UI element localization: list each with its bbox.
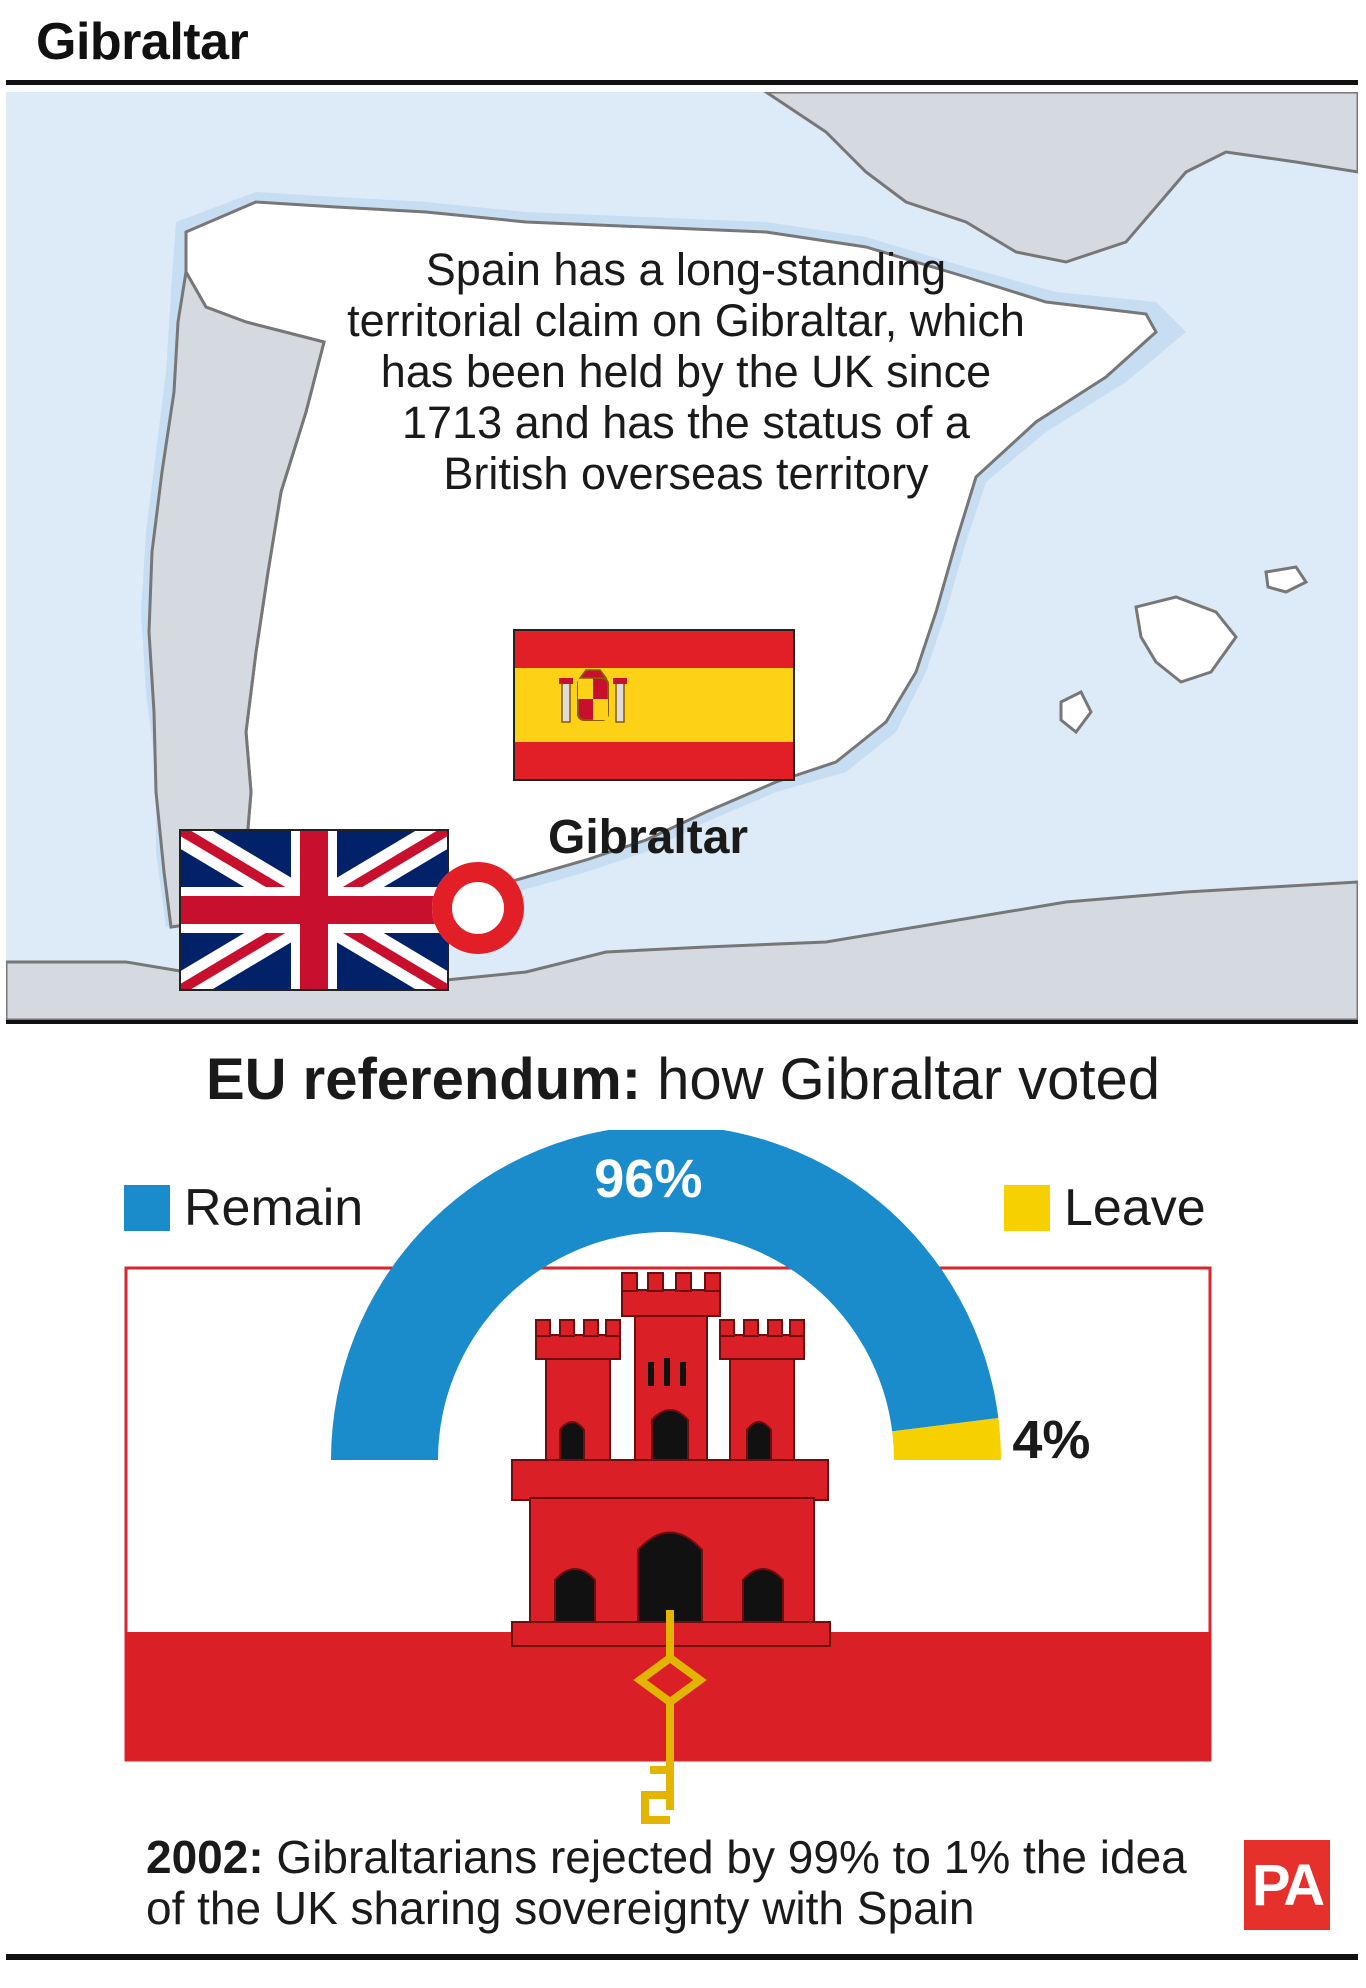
footnote-bold: 2002: [146,1831,264,1883]
chart-title: EU referendum: how Gibraltar voted [0,1046,1366,1113]
map-panel: Spain has a long-standing territorial cl… [6,92,1358,1020]
bottom-divider [6,1954,1358,1960]
coat-of-arms-icon [559,669,627,723]
chart-title-bold: EU referendum: [205,1047,642,1112]
legend-remain: Remain [124,1178,363,1238]
iberia-map [6,92,1358,1020]
location-marker-icon [432,862,524,954]
key-icon [633,1610,707,1824]
uk-flag-icon [179,829,449,991]
legend-label-remain: Remain [184,1179,364,1237]
footnote: 2002: Gibraltarians rejected by 99% to 1… [146,1832,1226,1934]
location-label: Gibraltar [548,811,749,864]
page-title: Gibraltar [36,13,249,71]
chart-title-rest: how Gibraltar voted [641,1047,1161,1112]
castle-icon [511,1272,831,1647]
value-label-leave: 4% [1012,1410,1090,1470]
arc-leave [892,1418,1001,1460]
legend-swatch-leave [1004,1185,1050,1231]
legend-label-leave: Leave [1064,1179,1206,1237]
middle-divider [6,1020,1358,1024]
arc-remain [331,1130,999,1460]
map-annotation: Spain has a long-standing territorial cl… [347,244,1025,499]
pa-logo: PA [1244,1840,1330,1930]
spain-flag-icon [513,629,795,781]
donut-arcs: 96% 4% [331,1130,1090,1470]
legend-leave: Leave [1004,1178,1206,1238]
footnote-rest: Gibraltarians rejected by 99% to 1% the … [146,1831,1187,1934]
referendum-chart: 96% 4% [124,1130,1212,1824]
ibiza-island [1059,689,1093,735]
legend-swatch-remain [124,1185,170,1231]
top-divider [6,80,1358,85]
france-landmass [763,92,1358,264]
menorca-island [1264,565,1309,594]
value-label-remain: 96% [594,1149,702,1209]
mallorca-island [1134,595,1238,684]
